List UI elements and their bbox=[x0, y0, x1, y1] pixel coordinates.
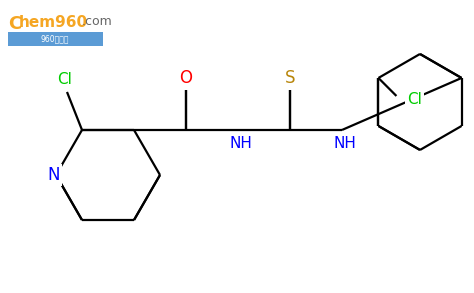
Text: Cl: Cl bbox=[57, 72, 73, 88]
Text: NH: NH bbox=[334, 137, 356, 151]
Text: 960化工网: 960化工网 bbox=[41, 35, 69, 43]
Text: C: C bbox=[8, 15, 21, 33]
Text: N: N bbox=[48, 166, 60, 184]
Text: Cl: Cl bbox=[407, 93, 422, 108]
Bar bbox=[8, 32, 103, 46]
Text: O: O bbox=[180, 69, 192, 87]
Text: S: S bbox=[285, 69, 295, 87]
Text: NH: NH bbox=[229, 137, 253, 151]
Text: .com: .com bbox=[82, 15, 113, 28]
Text: hem960: hem960 bbox=[19, 15, 88, 30]
